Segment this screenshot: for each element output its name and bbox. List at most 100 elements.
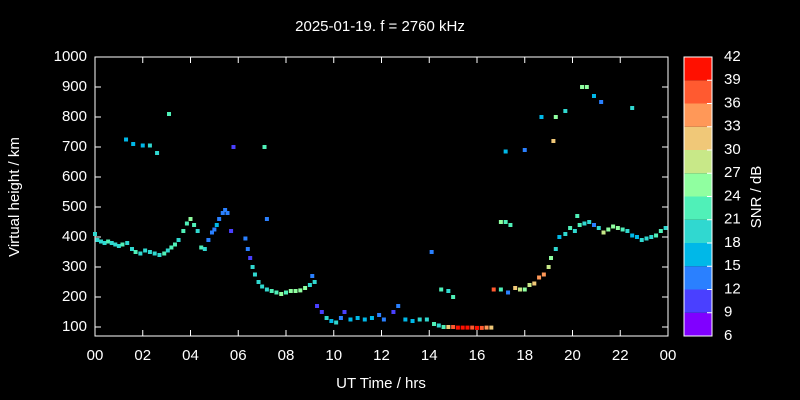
data-point [113,242,118,247]
data-point [599,100,604,104]
colorbar-tick-label: 21 [724,211,741,228]
colorbar-cell [684,57,712,81]
colorbar-cell [684,103,712,127]
data-point [582,221,587,226]
data-point [131,142,136,146]
colorbar-tick-label: 27 [724,164,741,181]
data-point [184,221,189,226]
data-point [424,317,429,322]
colorbar-cell [684,289,712,313]
data-point [181,229,186,233]
data-point [549,256,554,260]
data-point [391,310,396,314]
data-point [212,227,217,232]
data-point [188,217,193,221]
data-point [307,283,312,287]
data-point [342,310,347,314]
data-point [312,280,317,284]
data-point [537,275,542,280]
y-tick-label: 400 [62,228,87,245]
colorbar-tick-label: 36 [724,94,741,111]
data-point [541,272,546,277]
data-point [522,148,527,152]
data-point [152,251,157,256]
x-tick-label: 08 [278,347,295,364]
y-tick-label: 1000 [54,48,87,65]
data-point [465,325,470,330]
data-point [102,241,107,245]
chart-title: 2025-01-19. f = 2760 kHz [295,18,465,35]
data-point [214,223,219,227]
data-point [439,287,444,292]
data-point [130,247,135,251]
colorbar-cell [684,219,712,243]
data-point [143,248,148,253]
colorbar-cell [684,80,712,104]
y-tick-label: 700 [62,138,87,155]
data-point [625,229,630,233]
data-point [658,229,663,233]
data-point [334,320,339,325]
data-point [546,265,551,269]
data-point [279,292,284,296]
data-point [348,317,353,322]
data-point [369,316,374,320]
data-point [663,226,668,230]
y-tick-label: 100 [62,318,87,335]
data-point [355,316,360,320]
data-point [403,317,408,322]
data-point [264,217,269,221]
data-point [596,226,601,230]
data-point [293,289,298,293]
data-point [231,145,236,149]
data-point [557,235,562,239]
colorbar-cell [684,243,712,267]
data-point [539,115,544,119]
data-point [120,242,125,247]
data-point [167,112,172,116]
data-point [217,217,222,221]
data-point [324,316,329,320]
data-point [630,233,635,238]
colorbar-tick-label: 39 [724,71,741,88]
data-point [106,239,111,244]
data-point [172,242,177,247]
data-point [580,85,585,89]
data-point [248,256,253,260]
data-point [147,143,152,148]
data-point [506,290,511,295]
x-tick-label: 06 [230,347,247,364]
colorbar-tick-label: 30 [724,141,741,158]
data-point [513,286,518,290]
data-point [654,233,659,238]
data-point [601,230,606,235]
data-point [446,325,451,329]
data-point [436,323,441,328]
data-point [491,287,496,292]
data-point [381,317,386,322]
data-point [568,226,573,230]
data-point [396,304,401,308]
data-point [455,325,460,330]
x-tick-label: 02 [134,347,151,364]
data-point [517,287,522,292]
y-tick-label: 300 [62,258,87,275]
data-point [93,232,97,236]
x-tick-label: 22 [612,347,629,364]
data-point [553,247,558,251]
data-point [498,287,503,292]
y-tick-label: 900 [62,78,87,95]
x-tick-label: 20 [564,347,581,364]
data-point [644,236,649,241]
x-tick-label: 00 [660,347,677,364]
data-point [620,227,625,232]
data-point [329,319,334,323]
data-point [338,316,343,320]
data-point [223,208,228,212]
data-point [250,265,255,269]
x-tick-label: 10 [325,347,342,364]
data-point [155,151,160,155]
data-point [243,236,248,241]
data-point [649,235,654,239]
data-point [315,304,320,308]
